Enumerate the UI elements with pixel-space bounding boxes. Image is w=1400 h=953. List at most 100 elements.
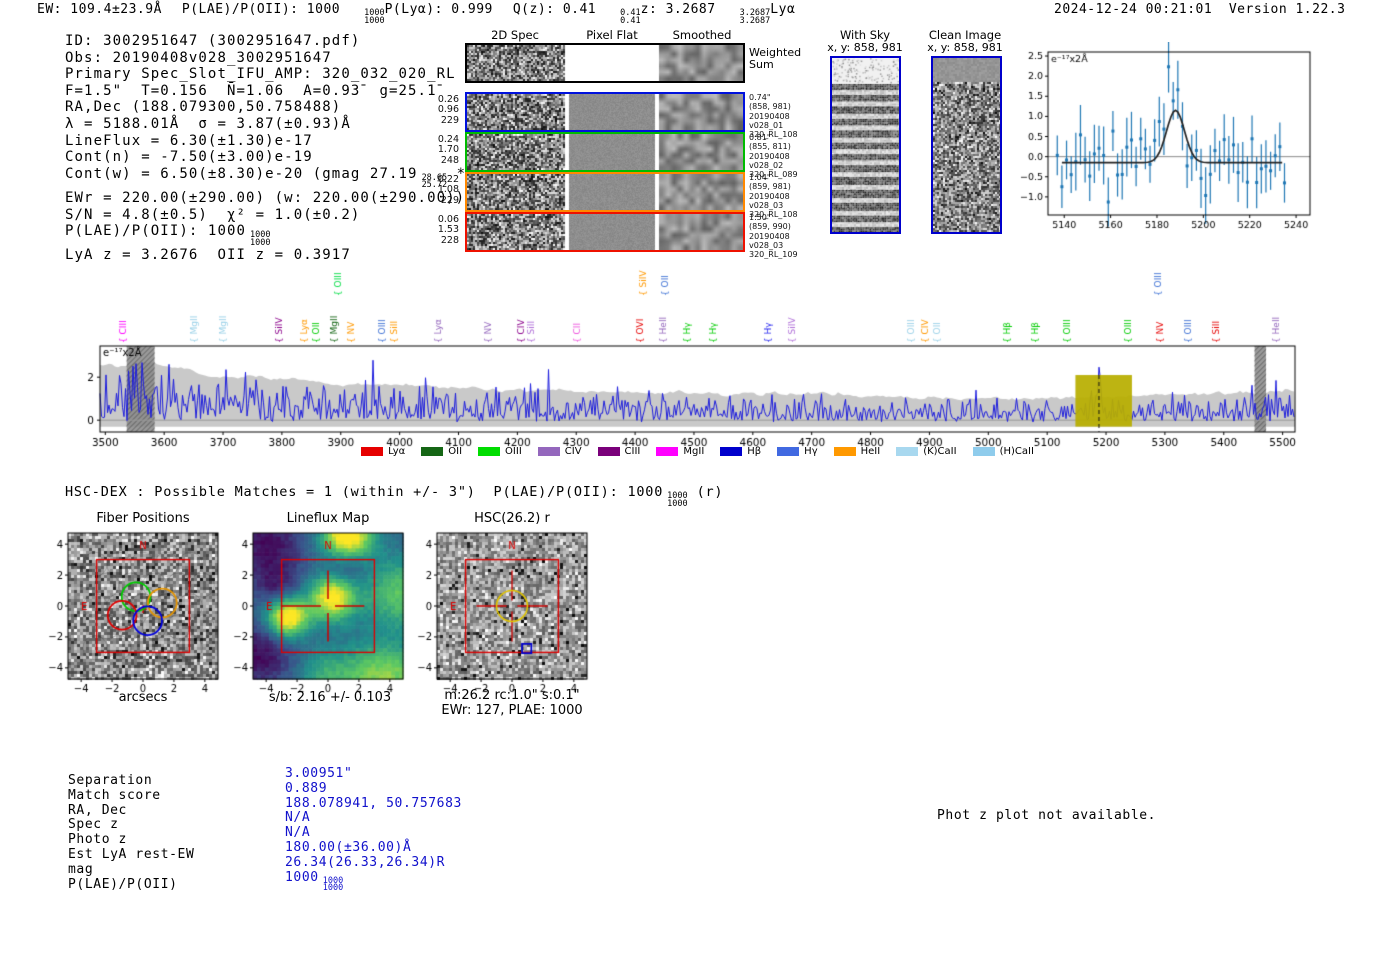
spec2d-col-title-2dspec: 2D Spec <box>491 28 539 42</box>
stacked-fraction: 3.2687 3.2687 <box>739 8 771 26</box>
with-sky-coords: x, y: 858, 981 <box>827 41 903 54</box>
spec2d-weighted-sum-label: Weighted Sum <box>749 46 802 71</box>
match-table-value: 26.34(26.33,26.34)R <box>285 854 462 871</box>
info-line: λ = 5188.01Å σ = 3.87(±0.93)Å <box>65 116 476 133</box>
full-spectrum-plot <box>60 258 1350 458</box>
match-table-label: Separation <box>68 773 153 788</box>
text-segment: N/A <box>285 825 311 841</box>
match-table-label: Match score <box>68 787 161 803</box>
text-segment: Q(z): 0.41 <box>512 2 597 17</box>
info-line: Obs: 20190408v028_3002951647 <box>65 50 476 67</box>
text-segment: Primary Spec_Slot_IFU_AMP: 320_032_020_R… <box>65 66 456 83</box>
spec2d-row <box>465 212 745 252</box>
spec2d-row-canvas <box>467 94 743 130</box>
legend-item: OII <box>421 446 462 457</box>
match-table-value: 0.889 <box>285 780 462 797</box>
text-segment: 0.889 <box>285 780 328 796</box>
legend-swatch <box>656 447 679 456</box>
text-segment: 180.00(±36.00)Å <box>285 839 412 855</box>
text-segment: Cont(n) = -7.50(±3.00)e-19 <box>65 149 313 166</box>
legend-label: CIV <box>564 446 582 457</box>
stacked-fraction: 1000 1000 <box>322 875 344 894</box>
legend-swatch <box>597 447 620 456</box>
info-line: Primary Spec_Slot_IFU_AMP: 320_032_020_R… <box>65 66 476 83</box>
legend-item: HeII <box>833 446 881 457</box>
spectrum-legend: Lyα OII OIII CIV CIII MgII Hβ Hγ HeII (K)CaII (H)C… <box>100 446 1295 457</box>
lineflux-map-cutout <box>227 505 407 720</box>
legend-swatch <box>421 447 444 456</box>
legend-item: Hγ <box>777 446 818 457</box>
spec2d-row-left-labels: 0.22 1.08 229 <box>437 174 459 206</box>
spec2d-row-left-labels: 0.24 1.70 248 <box>437 134 459 166</box>
legend-swatch <box>777 447 800 456</box>
spec2d-col-title-pixelflat: Pixel Flat <box>586 28 638 42</box>
legend-label: Hβ <box>747 446 762 457</box>
legend-item: Lyα <box>361 446 405 457</box>
stacked-fraction: 1000 1000 <box>667 491 688 509</box>
clean-image <box>931 56 1002 234</box>
spec2d-row-left-labels: 0.26 0.96 229 <box>437 94 459 126</box>
legend-label: HeII <box>860 446 881 457</box>
legend-item: (K)CaII <box>896 446 957 457</box>
match-table-label: Est LyA rest-EW <box>68 846 195 862</box>
hsc-cutout <box>411 505 591 720</box>
legend-swatch <box>537 447 560 456</box>
text-segment: LineFlux = 6.30(±1.30)e-17 <box>65 132 313 149</box>
match-table-value: 1000 1000 1000 <box>285 869 462 894</box>
hsc-dex-match-line: HSC-DEX : Possible Matches = 1 (within +… <box>65 484 723 508</box>
info-line: P(LAE)/P(OII): 1000 1000 1000 <box>65 223 476 247</box>
text-segment: 3.00951" <box>285 766 353 781</box>
info-line: S/N = 4.8(±0.5) χ² = 1.0(±0.2) <box>65 207 476 224</box>
match-table-value: 3.00951" <box>285 766 462 782</box>
text-segment: S/N = 4.8(±0.5) χ² = 1.0(±0.2) <box>65 206 361 223</box>
spec2d-row-right-annotations: 1.50" (859, 990) 20190408 v028_03 320_RL_109 <box>749 213 798 260</box>
phot-z-note: Phot z plot not available. <box>937 808 1157 823</box>
spec2d-row-right-annotations: 0.74" (858, 981) 20190408 v028_01 320_RL_108 <box>749 93 798 140</box>
fiber-positions-xlabel: arcsecs <box>118 690 168 705</box>
spec2d-row <box>465 172 745 212</box>
match-table-label: Spec z <box>68 817 119 833</box>
match-table-value: 188.078941, 50.757683 <box>285 795 462 812</box>
spec2d-weighted-sum-strip <box>465 43 745 83</box>
info-line: LineFlux = 6.30(±1.30)e-17 <box>65 133 476 150</box>
legend-label: Hγ <box>804 446 818 457</box>
clean-image-coords: x, y: 858, 981 <box>927 41 1003 54</box>
text-segment: EWr = 220.00(±290.00) (w: 220.00(±290.00… <box>65 189 475 206</box>
text-segment: z: 3.2687 <box>640 2 716 17</box>
legend-label: (H)CaII <box>999 446 1034 457</box>
text-segment: 1000 <box>285 869 319 885</box>
match-table-value: N/A <box>285 810 462 826</box>
match-table-label: RA, Dec <box>68 802 127 818</box>
stacked-fraction: 28.65 25.72 <box>421 172 448 191</box>
spec2d-row <box>465 92 745 132</box>
text-segment: Cont(w) = 6.50(±8.30)e-20 (gmag 27.19 <box>65 165 418 182</box>
header-stats: EW: 109.4±23.9Å P(LAE)/P(OII): 1000 1000 10… <box>37 2 795 25</box>
text-segment: P(Lyα): 0.999 <box>384 2 493 17</box>
text-segment: N/A <box>285 810 311 826</box>
legend-swatch <box>361 447 384 456</box>
stacked-fraction: 1000 1000 <box>364 8 385 26</box>
text-segment: 188.078941, 50.757683 <box>285 795 462 811</box>
detection-info-block: ID: 3002951647 (3002951647.pdf) Obs: 2019… <box>65 33 476 264</box>
match-table-values: 3.00951" 0.889 188.078941, 50.757683 N/A N/A… <box>285 766 462 894</box>
stacked-fraction: 1000 1000 <box>250 230 271 248</box>
legend-item: CIII <box>597 446 640 457</box>
spec2d-row-right-annotations: 0.81" (855, 811) 20190408 v028_02 320_RL_089 <box>749 133 798 180</box>
match-table-value: N/A <box>285 825 462 841</box>
spec2d-row-canvas <box>467 214 743 250</box>
legend-label: (K)CaII <box>923 446 957 457</box>
legend-swatch <box>720 447 743 456</box>
legend-swatch <box>833 447 856 456</box>
text-segment: (r) <box>687 484 724 500</box>
text-segment: HSC-DEX : Possible Matches = 1 (within +… <box>65 484 664 500</box>
legend-label: OIII <box>505 446 522 457</box>
text-segment: F=1.5" T=0.156 N̄=1.06 A=0.93̄ g=25.1̄ <box>65 82 437 99</box>
legend-swatch <box>972 447 995 456</box>
legend-item: (H)CaII <box>972 446 1034 457</box>
spec2d-col-title-smoothed: Smoothed <box>672 28 732 42</box>
match-table-label: mag <box>68 861 94 877</box>
fiber-positions-cutout <box>42 505 222 720</box>
line-fit-zoom-plot <box>1020 42 1350 232</box>
legend-label: MgII <box>683 446 705 457</box>
text-segment: 26.34(26.33,26.34)R <box>285 854 446 870</box>
